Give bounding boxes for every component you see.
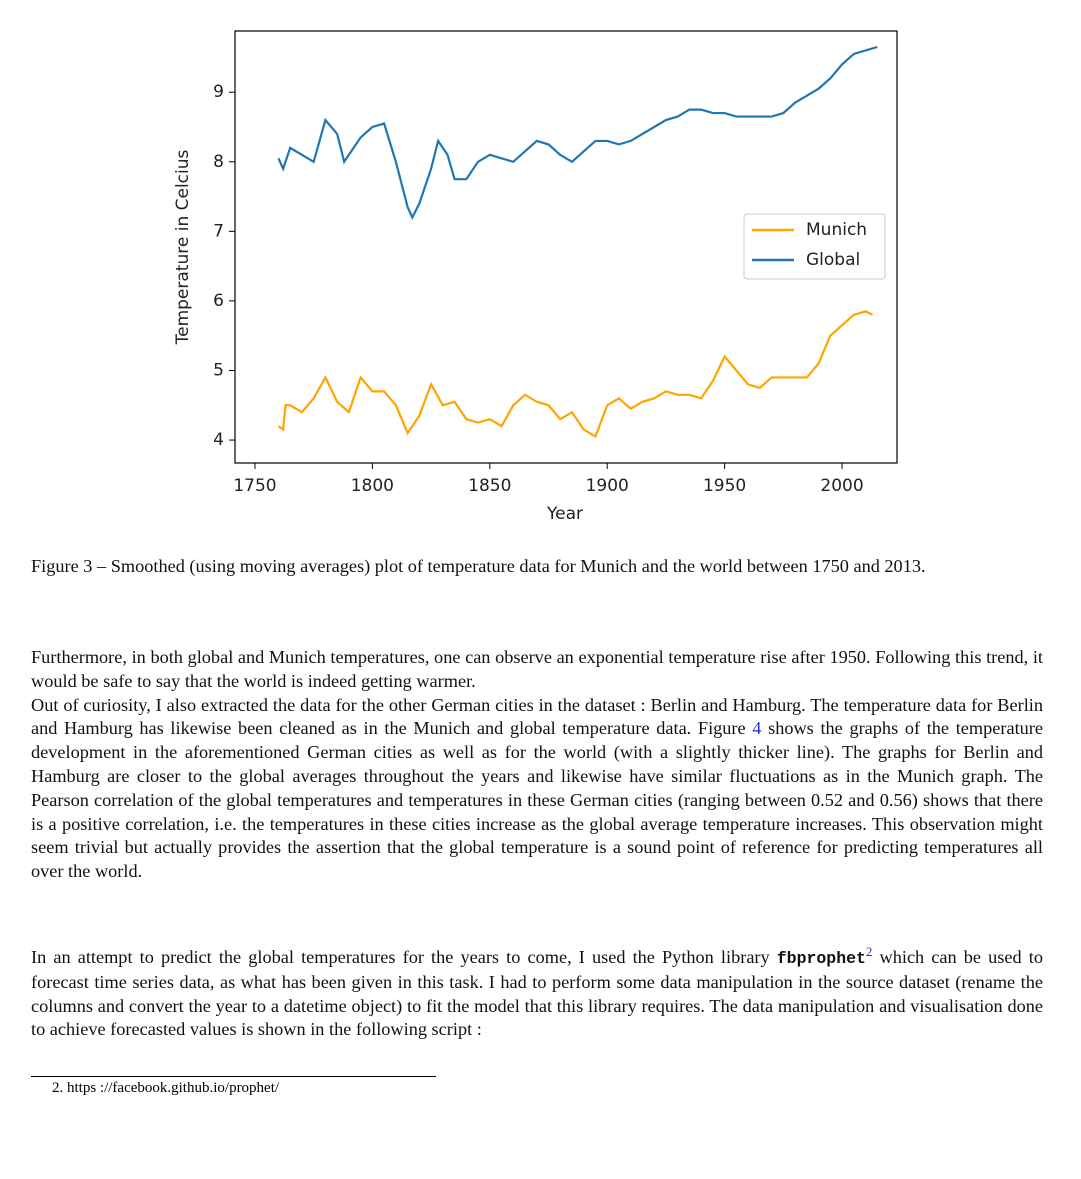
text: In an attempt to predict the global temp… [31,947,777,967]
x-tick-label: 1800 [351,476,394,496]
y-tick-label: 9 [213,82,224,102]
chart: Year Temperature in Celcius 1750 1800 1850… [173,30,898,524]
figure-caption: Figure 3 – Smoothed (using moving averag… [31,556,926,576]
series-line [277,310,874,439]
footnote-mark[interactable]: 2 [865,943,873,959]
y-axis-label: Temperature in Celcius [173,149,193,345]
footnote: 2. https ://facebook.github.io/prophet/ [52,1080,279,1097]
series-line [277,45,878,220]
x-tick-label: 1750 [233,476,276,496]
x-tick-label: 1950 [703,476,746,496]
legend-label: Munich [806,220,867,240]
footnote-text: https ://facebook.github.io/prophet/ [67,1080,280,1096]
y-tick-label: 8 [213,152,224,172]
y-tick-label: 4 [213,430,224,450]
x-tick-label: 1850 [468,476,511,496]
paragraph: Furthermore, in both global and Munich t… [31,646,1043,884]
legend-label: Global [806,250,860,270]
x-tick-label: 1900 [586,476,629,496]
code: fbprophet [776,949,866,968]
paragraph: In an attempt to predict the global temp… [31,943,1043,1042]
text: which can be used to forecast time serie… [31,947,1043,1040]
y-tick-label: 7 [213,221,224,241]
text: shows the graphs of the temperature deve… [31,718,1043,882]
text: Out of curiosity, I also extracted the d… [31,694,1043,739]
x-axis-label: Year [546,504,583,524]
figure-link[interactable]: 4 [752,718,762,739]
y-tick-label: 6 [213,291,224,311]
plot-frame [234,30,898,464]
footnote-number: 2. [52,1080,64,1096]
footnote-rule [31,1076,436,1077]
x-tick-label: 2000 [820,476,863,496]
y-tick-label: 5 [213,360,224,380]
text: Furthermore, in both global and Munich t… [31,647,1043,691]
